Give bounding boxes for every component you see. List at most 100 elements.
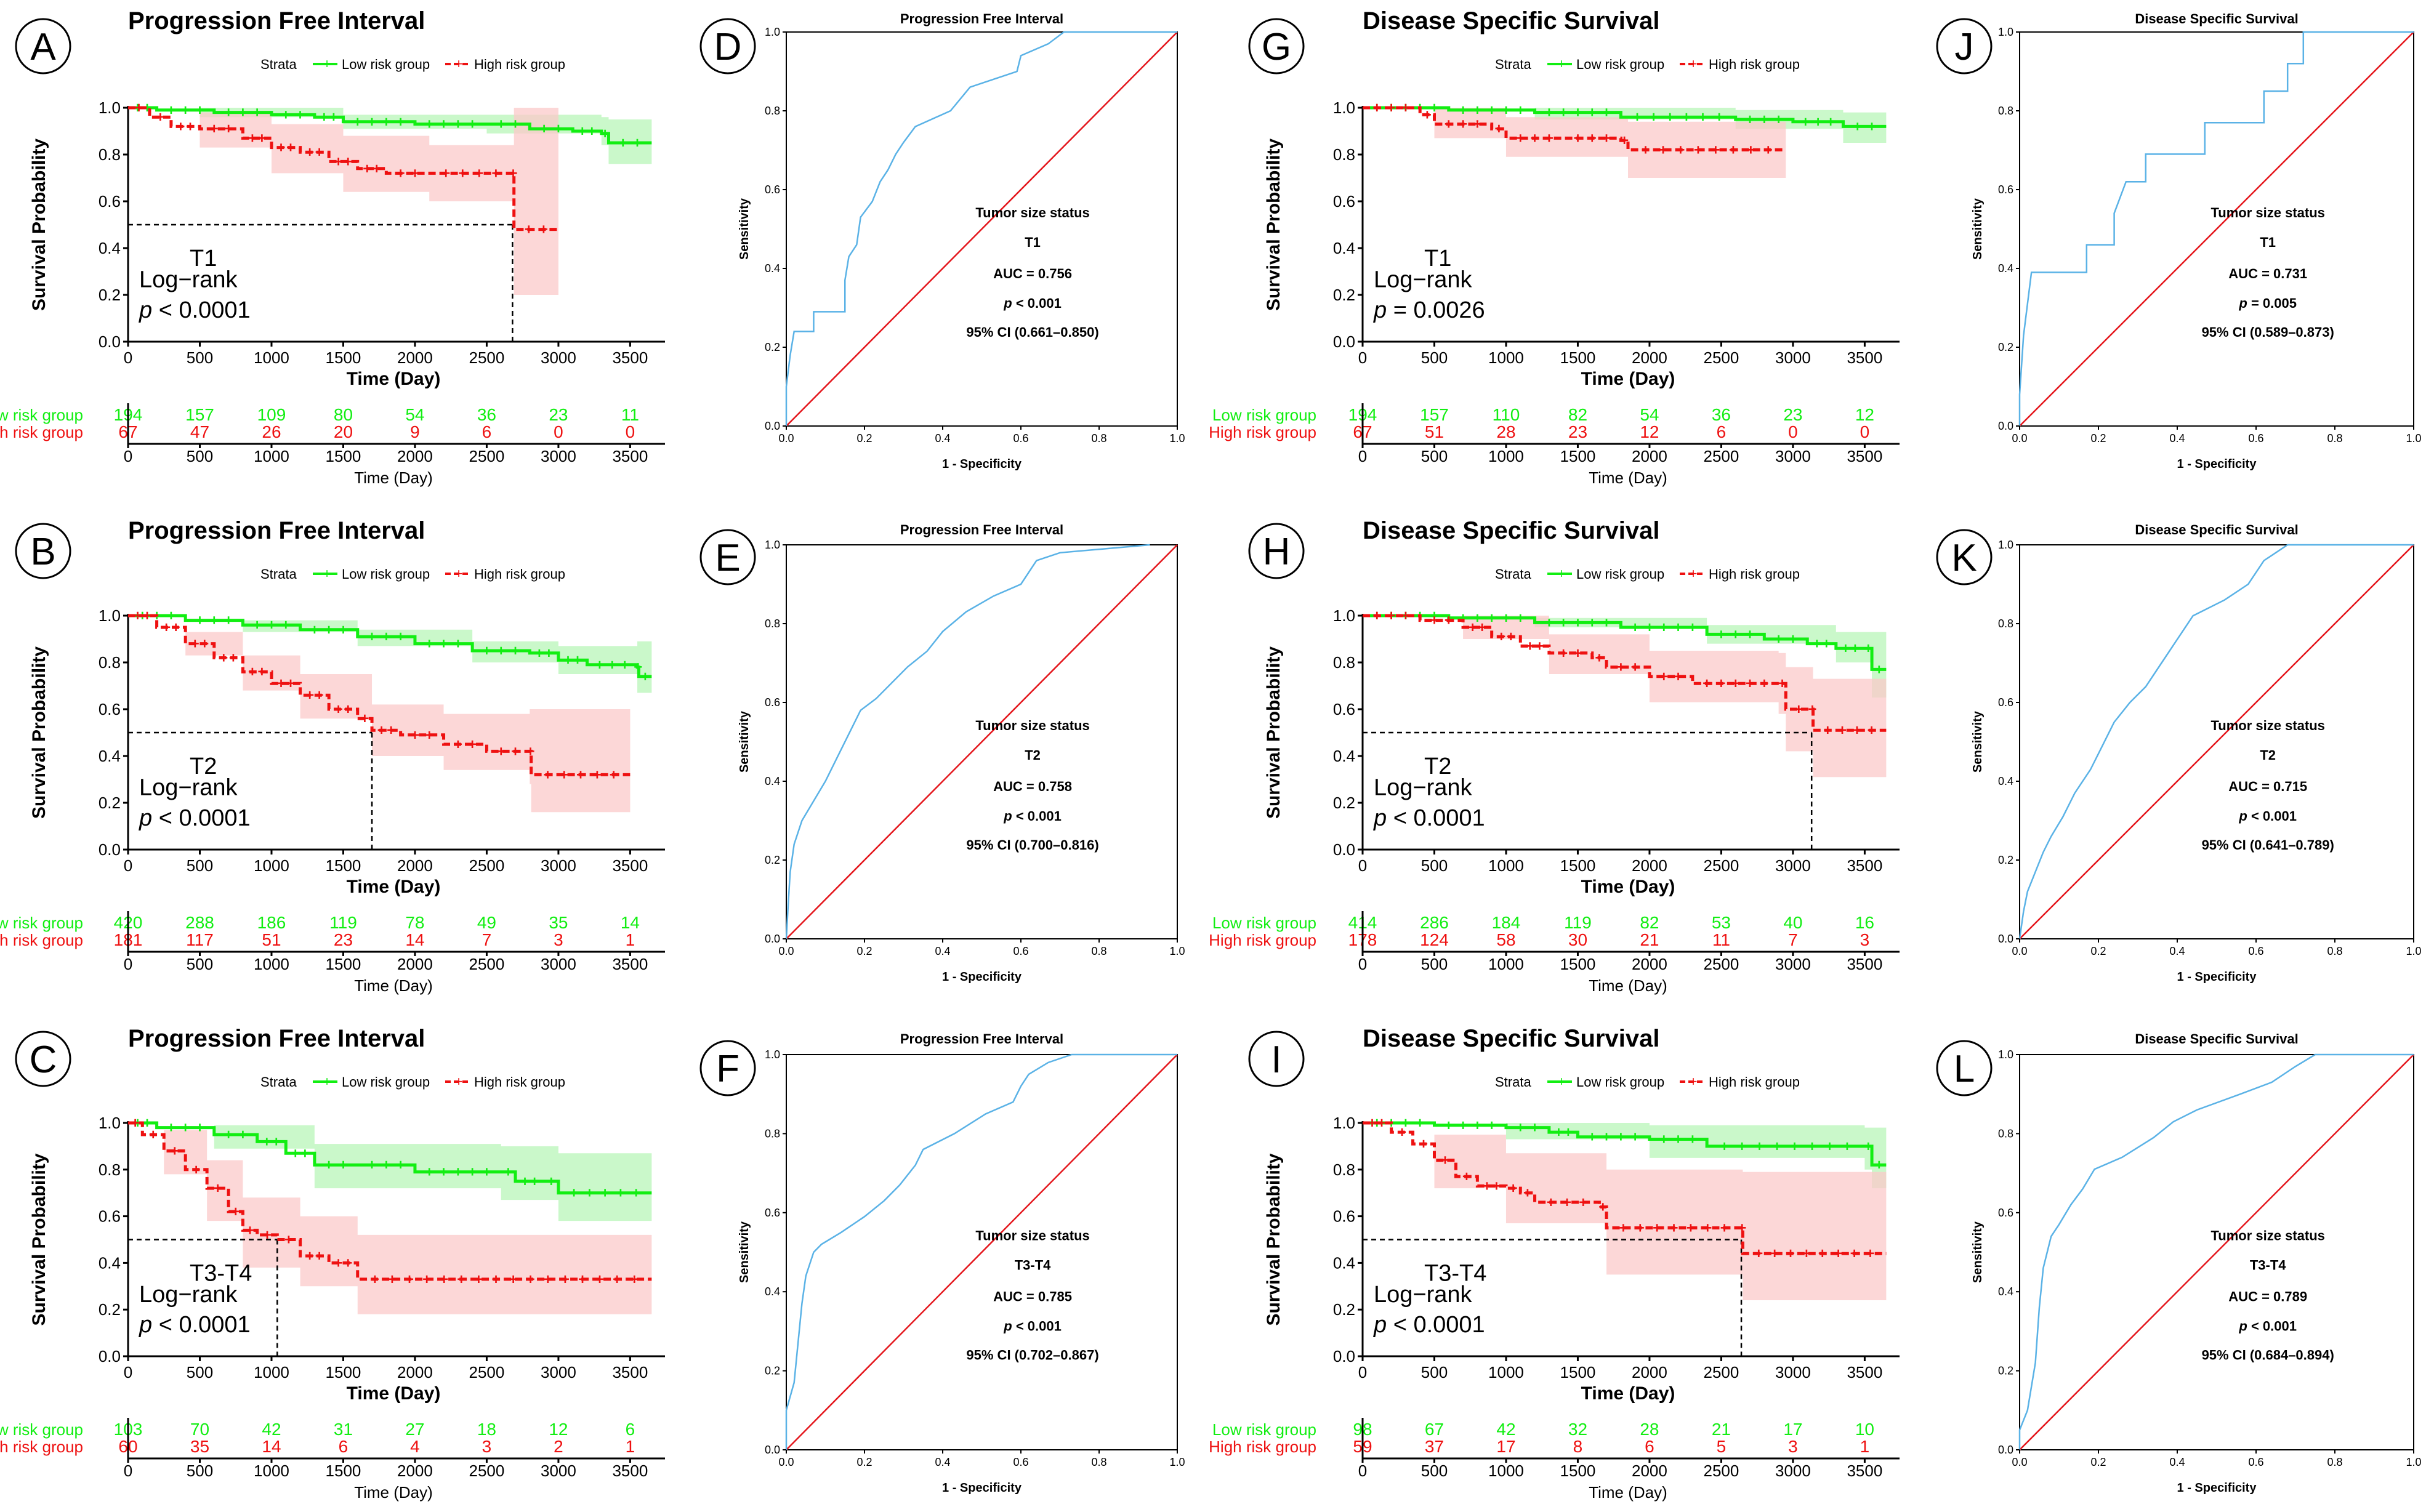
legend-strata-label: Strata: [260, 566, 297, 582]
legend-low-label: Low risk group: [342, 57, 430, 72]
low-risk-curve: [1363, 614, 1887, 671]
high-risk-censor-mark: +: [544, 1271, 552, 1288]
risk-high-count: 8: [1573, 1437, 1583, 1456]
low-risk-censor-mark: +: [454, 636, 462, 653]
legend-low-marker: +: [323, 1074, 331, 1089]
risk-high-count: 0: [626, 422, 635, 441]
x-axis-label: Time (Day): [1581, 877, 1675, 897]
y-axis-label: Survival Probability: [1263, 646, 1284, 819]
roc-y-axis-label: Sensitivity: [738, 1221, 751, 1283]
risk-high-count: 5: [1717, 1437, 1727, 1456]
roc-y-axis-label: Sensitivity: [738, 198, 751, 260]
x-tick-label: 1000: [1488, 856, 1524, 875]
x-tick-label: 1500: [326, 856, 361, 875]
low-risk-censor-mark: +: [262, 1133, 271, 1150]
low-risk-censor-mark: +: [195, 613, 204, 629]
test-annotation: Log−rank: [1374, 1282, 1473, 1308]
risk-low-count: 11: [621, 405, 639, 424]
low-risk-censor-mark: +: [267, 617, 276, 633]
high-risk-ci-band: [128, 616, 631, 813]
low-risk-censor-mark: +: [210, 613, 219, 629]
low-risk-censor-mark: +: [1516, 1120, 1525, 1136]
high-risk-censor-mark: +: [171, 1143, 179, 1159]
y-tick-label: 1.0: [1333, 99, 1355, 117]
low-risk-censor-mark: +: [1851, 640, 1860, 657]
high-risk-censor-mark: +: [411, 165, 419, 182]
roc-annot-group: T2: [2260, 747, 2276, 763]
x-tick-label: 0.8: [1091, 1456, 1106, 1468]
low-risk-censor-mark: +: [440, 636, 448, 653]
high-risk-censor-mark: +: [1778, 675, 1786, 692]
high-risk-censor-mark: +: [1523, 1185, 1532, 1202]
risk-x-tick-label: 2500: [469, 955, 505, 973]
high-risk-censor-mark: +: [578, 1271, 587, 1288]
risk-high-count: 26: [262, 422, 281, 441]
low-risk-ci-band: [128, 1123, 652, 1221]
panel-letter-circle: [1936, 529, 1993, 585]
x-tick-label: 3500: [612, 348, 648, 367]
x-tick-label: 0.8: [2327, 1456, 2342, 1468]
y-tick-label: 0.4: [1333, 1253, 1355, 1272]
risk-low-count: 35: [549, 913, 568, 932]
risk-high-count: 35: [190, 1437, 209, 1456]
y-tick-label: 0.0: [99, 840, 121, 859]
low-risk-censor-mark: +: [1545, 105, 1553, 121]
low-risk-censor-mark: +: [1682, 109, 1691, 126]
low-risk-censor-mark: +: [238, 1127, 247, 1143]
risk-x-tick-label: 3000: [541, 955, 576, 973]
panel-letter-f: F: [699, 1040, 756, 1096]
risk-high-count: 17: [1496, 1437, 1515, 1456]
roc-annot-ci: 95% CI (0.661–0.850): [966, 324, 1098, 340]
roc-x-axis-label: 1 - Specificity: [2177, 1481, 2257, 1495]
roc-annot-auc: AUC = 0.785: [993, 1289, 1072, 1305]
low-risk-censor-mark: +: [1688, 619, 1697, 636]
y-tick-label: 0.8: [1998, 1127, 2013, 1140]
risk-x-tick-label: 0: [1358, 955, 1367, 973]
low-risk-curve: [128, 1121, 652, 1195]
risk-low-count: 12: [1855, 405, 1874, 424]
high-risk-censor-mark: +: [1563, 1194, 1571, 1211]
legend-high-label: High risk group: [474, 566, 565, 582]
y-tick-label: 0.0: [1998, 1444, 2013, 1456]
x-tick-label: 1500: [1560, 1363, 1596, 1381]
y-tick-label: 1.0: [1333, 606, 1355, 625]
panel-letter-k: K: [1936, 529, 1993, 585]
high-risk-censor-mark: +: [1631, 659, 1640, 676]
high-risk-censor-mark: +: [526, 1271, 535, 1288]
risk-x-tick-label: 3000: [541, 1462, 576, 1480]
low-risk-censor-mark: +: [1445, 1117, 1453, 1134]
risk-x-tick-label: 0: [124, 955, 132, 973]
roc-annot-title: Tumor size status: [975, 1228, 1089, 1244]
high-risk-censor-mark: +: [1588, 130, 1597, 147]
panel-letter-text: I: [1271, 1039, 1281, 1081]
risk-high-count: 9: [410, 422, 420, 441]
roc-annot-ci: 95% CI (0.641–0.789): [2202, 837, 2334, 853]
km-panel-g: G Disease Specific Survival Strata + Low ris…: [1209, 7, 1900, 487]
roc-annot-auc: AUC = 0.758: [993, 779, 1072, 794]
high-risk-censor-mark: +: [1497, 629, 1505, 645]
risk-x-tick-label: 1000: [254, 447, 289, 465]
risk-x-axis-label: Time (Day): [1589, 468, 1667, 487]
low-risk-curve: [1363, 106, 1887, 128]
x-tick-label: 0.8: [2327, 432, 2342, 444]
low-risk-censor-mark: +: [1488, 102, 1496, 119]
y-tick-label: 1.0: [765, 1048, 780, 1061]
y-tick-label: 0.0: [1998, 933, 2013, 945]
high-risk-censor-mark: +: [1670, 1220, 1678, 1237]
km-title: Progression Free Interval: [128, 7, 425, 34]
roc-title: Progression Free Interval: [900, 1031, 1063, 1047]
y-tick-label: 1.0: [1333, 1114, 1355, 1132]
low-risk-censor-mark: +: [440, 1164, 448, 1181]
low-risk-censor-mark: +: [1688, 1132, 1697, 1148]
risk-x-tick-label: 500: [187, 447, 213, 465]
roc-panel-d: D Progression Free Interval 0.00.0 0.2 0.2 0.…: [699, 11, 1185, 471]
low-risk-censor-mark: +: [310, 622, 319, 638]
y-axis-label: Survival Probability: [1263, 1153, 1284, 1325]
roc-y-axis-label: Sensitivity: [1971, 710, 1985, 773]
y-tick-label: 0.4: [99, 1253, 121, 1272]
risk-x-tick-label: 1500: [326, 447, 361, 465]
low-risk-censor-mark: +: [1789, 631, 1797, 648]
risk-x-tick-label: 1000: [1488, 447, 1524, 465]
low-risk-censor-mark: +: [468, 1164, 477, 1181]
